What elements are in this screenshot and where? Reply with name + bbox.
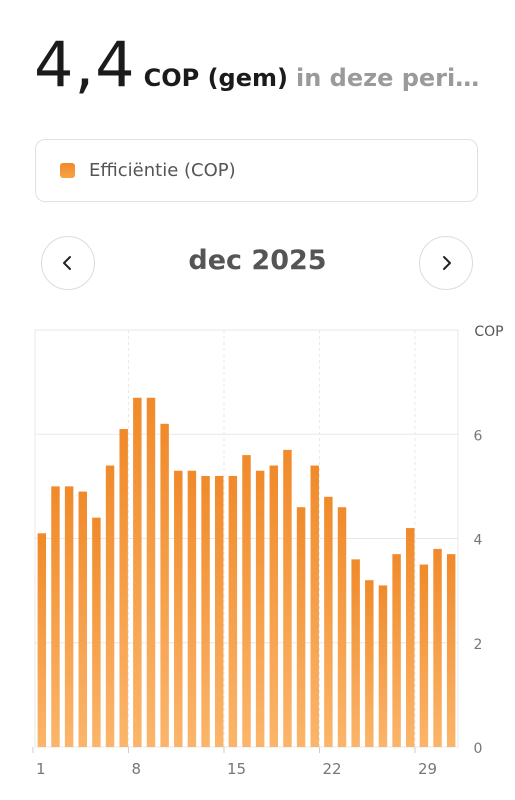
cop-bar[interactable]: [365, 580, 374, 747]
y-tick-label: 6: [474, 428, 483, 444]
cop-chart: 0 2 4 6 COP 1 8 15 22 29: [0, 300, 515, 790]
cop-bar[interactable]: [92, 517, 101, 747]
y-tick-label: 2: [474, 637, 483, 653]
x-tick-label: 1: [36, 760, 46, 778]
previous-period-button[interactable]: [41, 236, 95, 290]
next-period-button[interactable]: [419, 236, 473, 290]
cop-bar[interactable]: [324, 496, 333, 747]
cop-bar[interactable]: [119, 429, 128, 747]
period-suffix: in deze peri…: [295, 64, 480, 92]
cop-bar[interactable]: [160, 423, 169, 747]
cop-bar[interactable]: [214, 475, 224, 747]
cop-bar[interactable]: [78, 491, 87, 747]
cop-summary: 4,4 COP (gem) in deze peri…: [34, 30, 494, 100]
chart-legend[interactable]: Efficiëntie (COP): [35, 139, 478, 202]
cop-bar[interactable]: [105, 465, 115, 747]
cop-bar[interactable]: [51, 486, 60, 747]
cop-bar-chart: 0 2 4 6 COP 1 8 15 22 29: [32, 324, 504, 778]
legend-swatch: [60, 163, 75, 178]
chevron-right-icon: [443, 256, 451, 270]
cop-bar[interactable]: [433, 548, 442, 747]
y-axis-label: COP: [474, 324, 503, 340]
cop-bar[interactable]: [283, 449, 292, 747]
x-tick-label: 8: [131, 760, 141, 778]
y-tick-label: 0: [474, 741, 483, 757]
cop-bar[interactable]: [378, 585, 388, 747]
cop-bar[interactable]: [174, 470, 183, 747]
x-tick-label: 15: [227, 760, 246, 778]
cop-bar[interactable]: [242, 455, 251, 747]
average-cop-unit: COP (gem): [143, 64, 288, 92]
legend-label: Efficiëntie (COP): [89, 160, 236, 181]
cop-bar[interactable]: [255, 470, 265, 747]
cop-bar[interactable]: [201, 475, 210, 747]
cop-bar[interactable]: [269, 465, 279, 747]
average-cop-value: 4,4: [34, 28, 136, 101]
cop-bar[interactable]: [187, 470, 197, 747]
period-label: dec 2025: [188, 245, 327, 276]
cop-bar[interactable]: [296, 507, 306, 747]
x-tick-label: 22: [323, 760, 342, 778]
cop-bar[interactable]: [351, 559, 360, 747]
cop-bar[interactable]: [37, 533, 47, 747]
cop-bar[interactable]: [392, 554, 401, 747]
cop-bar[interactable]: [406, 528, 415, 747]
cop-bar[interactable]: [228, 475, 238, 747]
cop-bar[interactable]: [146, 397, 156, 747]
cop-bar[interactable]: [446, 554, 456, 747]
cop-bar[interactable]: [337, 507, 347, 747]
cop-bar[interactable]: [64, 486, 74, 747]
cop-bar[interactable]: [133, 397, 142, 747]
x-tick-label: 29: [418, 760, 437, 778]
chevron-left-icon: [63, 256, 71, 270]
y-tick-label: 4: [474, 533, 483, 549]
cop-bar[interactable]: [419, 564, 429, 747]
cop-bar[interactable]: [310, 465, 319, 747]
